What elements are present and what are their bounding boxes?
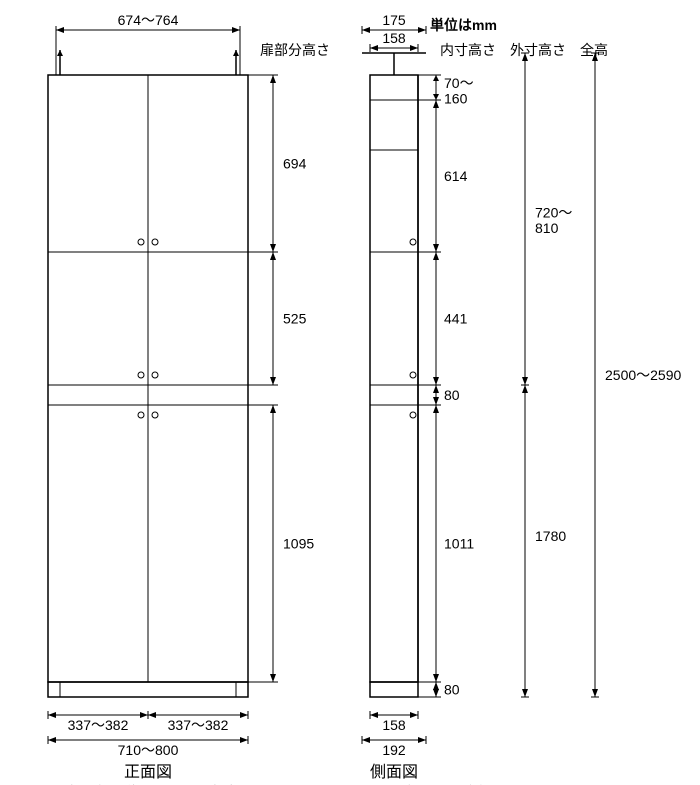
front-top-width-label: 674～764 — [118, 12, 179, 28]
handle-icon — [138, 412, 144, 418]
handle-icon — [152, 372, 158, 378]
side-title: 側面図 — [370, 763, 418, 781]
front-base — [48, 682, 248, 697]
side-base-h-label: 80 — [444, 682, 460, 698]
side-inner-top-label: 158 — [382, 30, 406, 46]
front-bottom-width-label: 710～800 — [118, 742, 179, 758]
handle-icon — [152, 412, 158, 418]
handle-icon — [410, 372, 416, 378]
side-base — [370, 682, 418, 697]
handle-icon — [138, 239, 144, 245]
front-door-right-label: 337～382 — [168, 717, 229, 733]
front-title: 正面図 — [124, 764, 172, 781]
front-door-left-label: 337～382 — [68, 717, 129, 733]
side-gap-label: 80 — [444, 387, 460, 403]
total-height-label: 2500～2590 — [605, 367, 682, 383]
handle-icon — [138, 372, 144, 378]
side-inner-bottom-label: 158 — [382, 717, 406, 733]
front-h-mid-label: 525 — [283, 311, 307, 327]
handle-icon — [152, 239, 158, 245]
side-top-depth-label: 175 — [382, 12, 406, 28]
front-h-lower-label: 1095 — [283, 536, 314, 552]
unit-note: 単位はmm — [430, 17, 497, 33]
side-h1-label: 614 — [444, 168, 468, 184]
side-h3-label: 1011 — [444, 536, 474, 552]
outer-lower: 1780 — [535, 528, 566, 544]
handle-icon — [410, 412, 416, 418]
outer-upper: 720～810 — [535, 205, 572, 236]
side-body — [370, 75, 418, 682]
side-h2-label: 441 — [444, 311, 468, 327]
side-bottom-depth-label: 192 — [382, 742, 406, 758]
handle-icon — [410, 239, 416, 245]
hdr-door: 扉部分高さ — [260, 42, 330, 58]
front-h-upper-label: 694 — [283, 156, 307, 172]
hdr-total: 全高 — [580, 42, 608, 58]
hdr-outer: 外寸高さ — [510, 42, 566, 58]
hdr-inner: 内寸高さ — [440, 42, 496, 58]
side-adj-top: 70～160 — [444, 75, 474, 106]
